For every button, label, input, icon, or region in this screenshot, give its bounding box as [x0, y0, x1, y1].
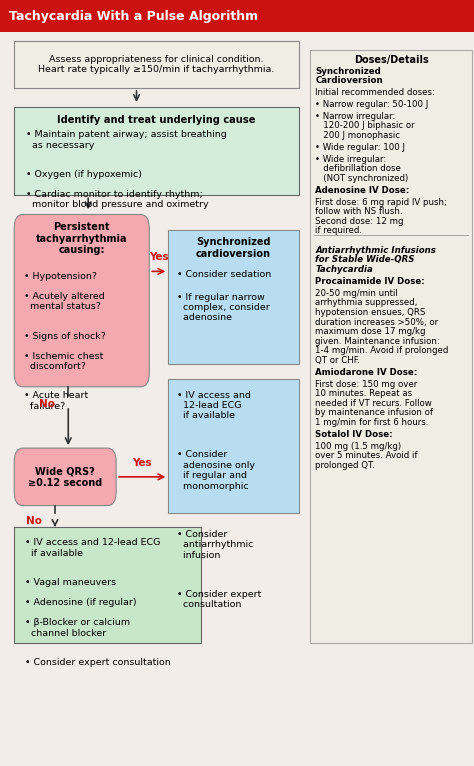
Text: • β-Blocker or calcium
  channel blocker: • β-Blocker or calcium channel blocker [25, 618, 130, 637]
Text: First dose: 150 mg over: First dose: 150 mg over [315, 379, 418, 388]
Text: Wide QRS?
≥0.12 second: Wide QRS? ≥0.12 second [28, 466, 102, 488]
Text: • Consider expert
  consultation: • Consider expert consultation [177, 590, 261, 609]
Text: • Consider
  antiarrhythmic
  infusion: • Consider antiarrhythmic infusion [177, 530, 253, 560]
Text: follow with NS flush.: follow with NS flush. [315, 207, 403, 216]
Text: • Narrow regular: 50-100 J: • Narrow regular: 50-100 J [315, 100, 428, 109]
Text: Amiodarone IV Dose:: Amiodarone IV Dose: [315, 368, 418, 377]
Text: First dose: 6 mg rapid IV push;: First dose: 6 mg rapid IV push; [315, 198, 447, 207]
FancyBboxPatch shape [14, 214, 149, 387]
Text: prolonged QT.: prolonged QT. [315, 460, 375, 470]
FancyBboxPatch shape [14, 448, 116, 506]
Text: (NOT synchronized): (NOT synchronized) [315, 174, 409, 183]
Text: • Maintain patent airway; assist breathing
  as necessary: • Maintain patent airway; assist breathi… [26, 130, 227, 149]
Text: Identify and treat underlying cause: Identify and treat underlying cause [57, 115, 255, 125]
Text: • Wide irregular:: • Wide irregular: [315, 155, 386, 164]
Text: Synchronized: Synchronized [315, 67, 381, 76]
Text: Adenosine IV Dose:: Adenosine IV Dose: [315, 185, 410, 195]
Text: Tachycardia: Tachycardia [315, 265, 373, 274]
Text: duration increases >50%, or: duration increases >50%, or [315, 317, 438, 326]
Text: QT or CHF.: QT or CHF. [315, 355, 360, 365]
Text: by maintenance infusion of: by maintenance infusion of [315, 408, 433, 417]
Text: • Acute heart
  failure?: • Acute heart failure? [24, 391, 88, 411]
Text: Tachycardia With a Pulse Algorithm: Tachycardia With a Pulse Algorithm [9, 10, 259, 22]
Text: Yes: Yes [149, 252, 169, 262]
Text: • Adenosine (if regular): • Adenosine (if regular) [25, 598, 136, 607]
Text: • Acutely altered
  mental status?: • Acutely altered mental status? [24, 292, 104, 311]
Text: over 5 minutes. Avoid if: over 5 minutes. Avoid if [315, 451, 418, 460]
Text: 1 mg/min for first 6 hours.: 1 mg/min for first 6 hours. [315, 417, 428, 427]
Text: • Consider
  adenosine only
  if regular and
  monomorphic: • Consider adenosine only if regular and… [177, 450, 255, 490]
FancyBboxPatch shape [168, 379, 299, 513]
Text: • Vagal maneuvers: • Vagal maneuvers [25, 578, 116, 588]
Text: • Cardiac monitor to identify rhythm;
  monitor blood pressure and oximetry: • Cardiac monitor to identify rhythm; mo… [26, 190, 209, 209]
Text: • Hypotension?: • Hypotension? [24, 272, 97, 281]
Text: • Wide regular: 100 J: • Wide regular: 100 J [315, 142, 405, 152]
Text: Cardioversion: Cardioversion [315, 76, 383, 85]
Text: Initial recommended doses:: Initial recommended doses: [315, 88, 435, 97]
Text: Second dose: 12 mg: Second dose: 12 mg [315, 217, 404, 226]
Text: arrhythmia suppressed,: arrhythmia suppressed, [315, 298, 418, 307]
Text: Persistent
tachyarrhythmia
causing:: Persistent tachyarrhythmia causing: [36, 222, 128, 255]
FancyBboxPatch shape [0, 0, 474, 32]
Text: 100 mg (1.5 mg/kg): 100 mg (1.5 mg/kg) [315, 441, 401, 450]
Text: 200 J monophasic: 200 J monophasic [315, 131, 400, 140]
Text: Synchronized
cardioversion: Synchronized cardioversion [196, 237, 271, 259]
Text: • Oxygen (if hypoxemic): • Oxygen (if hypoxemic) [26, 170, 142, 179]
Text: No: No [39, 399, 55, 409]
Text: • IV access and
  12-lead ECG
  if available: • IV access and 12-lead ECG if available [177, 391, 251, 421]
Text: 10 minutes. Repeat as: 10 minutes. Repeat as [315, 389, 412, 398]
Text: Yes: Yes [132, 457, 152, 467]
Text: • Ischemic chest
  discomfort?: • Ischemic chest discomfort? [24, 352, 103, 371]
Text: • Consider expert consultation: • Consider expert consultation [25, 658, 170, 667]
Text: 1-4 mg/min. Avoid if prolonged: 1-4 mg/min. Avoid if prolonged [315, 346, 448, 355]
FancyBboxPatch shape [14, 107, 299, 195]
FancyBboxPatch shape [14, 527, 201, 643]
Text: if required.: if required. [315, 226, 362, 235]
Text: • If regular narrow
  complex, consider
  adenosine: • If regular narrow complex, consider ad… [177, 293, 270, 322]
Text: Procainamide IV Dose:: Procainamide IV Dose: [315, 277, 425, 286]
Text: Antiarrhythmic Infusions: Antiarrhythmic Infusions [315, 246, 436, 255]
Text: 20-50 mg/min until: 20-50 mg/min until [315, 289, 398, 298]
Text: • Narrow irregular:: • Narrow irregular: [315, 112, 396, 121]
Text: for Stable Wide-QRS: for Stable Wide-QRS [315, 255, 415, 264]
Text: needed if VT recurs. Follow: needed if VT recurs. Follow [315, 398, 432, 408]
Text: Doses/Details: Doses/Details [354, 55, 428, 65]
Text: • Consider sedation: • Consider sedation [177, 270, 271, 279]
Text: given. Maintenance infusion:: given. Maintenance infusion: [315, 336, 440, 345]
Text: defibrillation dose: defibrillation dose [315, 164, 401, 173]
Text: • IV access and 12-lead ECG
  if available: • IV access and 12-lead ECG if available [25, 538, 160, 558]
FancyBboxPatch shape [14, 41, 299, 88]
Text: Sotalol IV Dose:: Sotalol IV Dose: [315, 430, 393, 439]
Text: • Signs of shock?: • Signs of shock? [24, 332, 106, 341]
Text: Assess appropriateness for clinical condition.
Heart rate typically ≥150/min if : Assess appropriateness for clinical cond… [38, 54, 274, 74]
Text: 120-200 J biphasic or: 120-200 J biphasic or [315, 121, 415, 130]
Text: No: No [26, 516, 42, 525]
FancyBboxPatch shape [168, 230, 299, 364]
Text: maximum dose 17 mg/kg: maximum dose 17 mg/kg [315, 327, 426, 336]
Text: hypotension ensues, QRS: hypotension ensues, QRS [315, 308, 426, 317]
FancyBboxPatch shape [310, 50, 472, 643]
